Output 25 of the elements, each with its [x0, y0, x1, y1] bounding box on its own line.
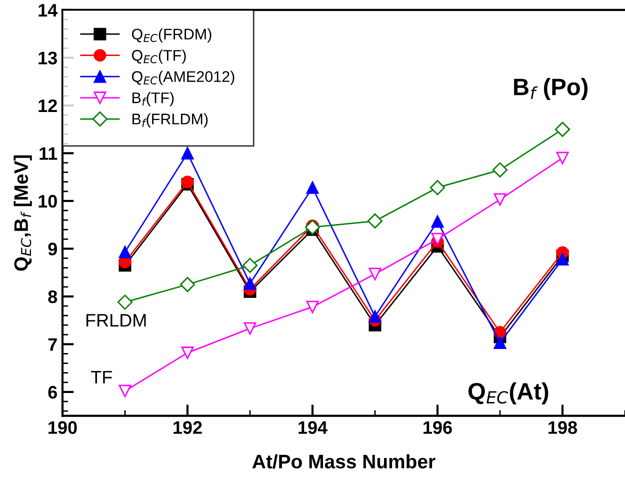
legend-label: B$_{f}$(FRLDM)	[132, 113, 208, 128]
y-tick-label: 12	[38, 99, 57, 112]
y-tick-label: 7	[48, 338, 57, 351]
y-axis-title: Q$_{EC}$,B$_{f}$ [MeV]	[14, 155, 32, 271]
y-tick-label: 10	[38, 194, 57, 208]
annotation: B$_{f}$ (Po)	[514, 78, 588, 100]
x-tick-label: 190	[48, 421, 77, 434]
annotation: Q$_{EC}$(At)	[468, 382, 548, 404]
x-tick-label: 194	[298, 421, 328, 434]
x-tick-label: 196	[424, 421, 452, 434]
y-tick-label: 14	[38, 4, 58, 16]
annotation: TF	[91, 370, 112, 384]
x-tick-label: 198	[548, 421, 578, 434]
legend-label: Q$_{EC}$(TF)	[132, 50, 186, 64]
y-tick-label: 8	[48, 290, 58, 304]
legend-label: B$_{f}$(TF)	[132, 92, 174, 106]
y-tick-label: 9	[48, 242, 57, 256]
y-tick-label: 11	[40, 147, 58, 160]
x-tick-label: 192	[174, 421, 202, 434]
annotation: FRLDM	[86, 314, 146, 327]
y-tick-label: 6	[48, 386, 57, 399]
x-axis-title: At/Po Mass Number	[252, 454, 436, 469]
legend-label: Q$_{EC}$(AME2012)	[132, 70, 234, 85]
legend-label: Q$_{EC}$(FRDM)	[132, 28, 212, 43]
y-tick-label: 13	[38, 52, 57, 64]
